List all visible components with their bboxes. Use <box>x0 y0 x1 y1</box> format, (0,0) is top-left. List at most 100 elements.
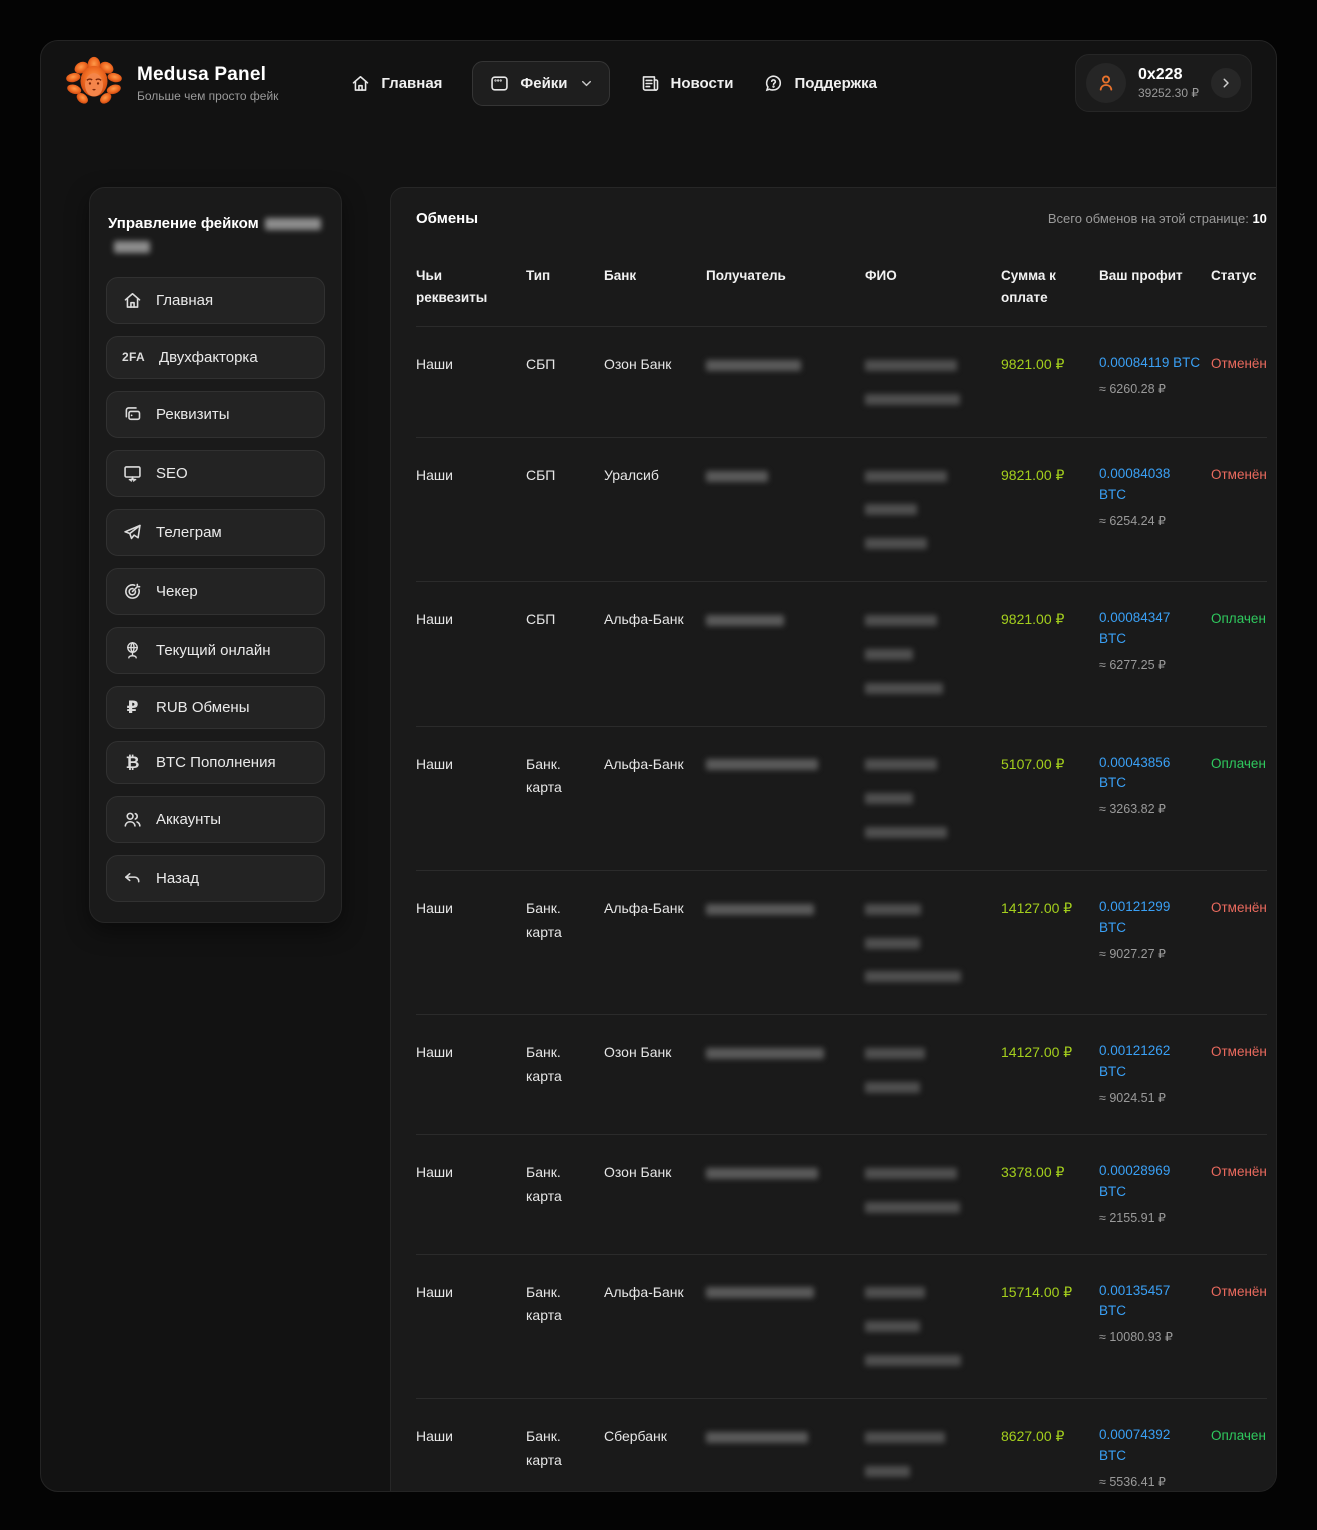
cell-bank: Альфа-Банк <box>604 611 684 628</box>
top-header: Medusa Panel Больше чем просто фейк Глав… <box>41 41 1276 125</box>
cell-bank: Озон Банк <box>604 356 672 373</box>
brand-logo[interactable]: Medusa Panel Больше чем просто фейк <box>65 56 278 110</box>
sidebar-title: Управление фейком <box>106 212 325 265</box>
nav-dropdown-fakes[interactable]: Фейки <box>472 60 610 106</box>
user-id: 0x228 <box>1137 66 1183 83</box>
sidebar-title-text: Управление фейком <box>108 215 259 232</box>
main-panel: Medusa Panel Больше чем просто фейк Глав… <box>40 40 1277 1492</box>
cell-status: Отменён <box>1211 356 1267 372</box>
sidebar-item-label: Телеграм <box>156 523 222 541</box>
blurred-text <box>865 1321 920 1333</box>
brand-text: Medusa Panel Больше чем просто фейк <box>137 64 278 103</box>
sidebar-item-rub-exchanges[interactable]: ₽ RUB Обмены <box>106 685 325 729</box>
cell-amount: 9821.00 ₽ <box>1001 466 1065 483</box>
blurred-text <box>865 504 917 516</box>
sidebar-item-accounts[interactable]: Аккаунты <box>106 795 325 843</box>
cell-amount: 14127.00 ₽ <box>1001 1044 1073 1061</box>
table-row: Наши СБП Альфа-Банк 9821.00 ₽ 0.00084347 BTC… <box>416 582 1267 727</box>
cell-owner: Наши <box>416 1283 453 1300</box>
2fa-icon: 2FA <box>122 350 145 364</box>
column-status: Статус <box>1211 268 1257 283</box>
cell-profit: 0.00121262 BTC ≈ 9024.51 ₽ <box>1099 1043 1171 1106</box>
app-title: Medusa Panel <box>137 63 267 85</box>
help-icon <box>766 74 782 91</box>
window-icon <box>491 75 509 91</box>
cell-profit: 0.00135457 BTC ≈ 10080.93 ₽ <box>1099 1282 1173 1345</box>
app-subtitle: Больше чем просто фейк <box>137 88 279 103</box>
account-expand-button[interactable] <box>1211 68 1241 98</box>
cell-type: Банк. карта <box>526 755 562 796</box>
sidebar-item-label: Текущий онлайн <box>156 641 271 659</box>
cell-type: СБП <box>526 356 556 373</box>
user-account-chip[interactable]: 0x228 39252.30 ₽ <box>1074 54 1252 112</box>
cell-status: Оплачен <box>1211 755 1266 771</box>
sidebar-item-btc-topups[interactable]: ₿ BTC Пополнения <box>106 740 325 784</box>
column-profit: Ваш профит <box>1099 268 1183 283</box>
blurred-text <box>865 1465 910 1477</box>
blurred-text <box>865 359 957 371</box>
cell-status: Оплачен <box>1211 611 1266 627</box>
cell-type: Банк. карта <box>526 1427 562 1468</box>
sidebar-item-label: Назад <box>156 869 199 887</box>
table-body: Наши СБП Озон Банк 9821.00 ₽ 0.00084119 BTC ≈… <box>416 327 1267 1491</box>
sidebar-item-label: Аккаунты <box>156 810 222 828</box>
sidebar-item-online[interactable]: Текущий онлайн <box>106 626 325 674</box>
cell-profit: 0.00084347 BTC ≈ 6277.25 ₽ <box>1099 610 1171 673</box>
cell-fio <box>865 897 991 988</box>
blurred-text <box>865 614 937 626</box>
cell-status: Отменён <box>1211 466 1267 482</box>
cell-fio <box>865 753 991 844</box>
cell-status: Оплачен <box>1211 1427 1266 1443</box>
blurred-text <box>865 826 947 838</box>
sidebar-item-seo[interactable]: SEO <box>106 449 325 497</box>
globe-icon <box>127 641 138 659</box>
sidebar-item-requisites[interactable]: Реквизиты <box>106 390 325 438</box>
sidebar-item-checker[interactable]: Чекер <box>106 567 325 615</box>
cell-type: Банк. карта <box>526 1044 562 1085</box>
blurred-text <box>706 614 784 626</box>
chevron-down-icon <box>581 80 591 86</box>
blurred-text <box>865 1081 920 1093</box>
nav-item-home[interactable]: Главная <box>350 73 442 94</box>
nav-item-news[interactable]: Новости <box>640 73 733 94</box>
ruble-icon: ₽ <box>126 697 139 717</box>
sidebar-item-2fa[interactable]: 2FA Двухфакторка <box>106 335 325 379</box>
sidebar-item-label: Двухфакторка <box>159 348 258 366</box>
cards-icon <box>125 406 141 420</box>
cell-status: Отменён <box>1211 1044 1267 1060</box>
blurred-text <box>865 648 913 660</box>
medusa-logo-icon <box>66 56 122 104</box>
sidebar-item-telegram[interactable]: Телеграм <box>106 508 325 556</box>
blurred-text <box>865 1201 960 1213</box>
blurred-text <box>865 937 920 949</box>
blurred-text <box>865 1431 945 1443</box>
cell-type: Банк. карта <box>526 899 562 940</box>
sidebar-item-home[interactable]: Главная <box>106 276 325 324</box>
cell-profit: 0.00074392 BTC ≈ 5536.41 ₽ <box>1099 1426 1171 1489</box>
blurred-text <box>865 1048 925 1060</box>
table-header: Чьи реквезиты Тип Банк Получатель ФИО Су… <box>416 265 1267 328</box>
cell-bank: Озон Банк <box>604 1163 672 1180</box>
cell-status: Отменён <box>1211 1163 1267 1179</box>
bitcoin-icon: ₿ <box>125 752 140 772</box>
cell-fio <box>865 1281 991 1372</box>
cell-fio <box>865 464 991 555</box>
blurred-text <box>865 682 943 694</box>
content-area: Управление фейком Главная 2FA Двухфактор… <box>41 127 1276 1491</box>
blurred-text <box>865 470 947 482</box>
cell-recipient <box>706 1281 855 1372</box>
cell-recipient <box>706 753 855 844</box>
table-row: Наши Банк. карта Озон Банк 3378.00 ₽ 0.00028… <box>416 1135 1267 1255</box>
blurred-text <box>706 470 768 482</box>
total-value: 10 <box>1252 211 1267 226</box>
blurred-text <box>114 241 150 254</box>
sidebar-item-back[interactable]: Назад <box>106 854 325 902</box>
nav-item-support[interactable]: Поддержка <box>763 73 877 94</box>
blurred-text <box>865 393 960 405</box>
cell-recipient <box>706 353 855 411</box>
telegram-icon <box>124 524 141 539</box>
column-owner: Чьи реквезиты <box>416 268 488 305</box>
table-row: Наши СБП Уралсиб 9821.00 ₽ 0.00084038 BTC ≈ 6… <box>416 438 1267 583</box>
table-row: Наши Банк. карта Альфа-Банк 15714.00 ₽ 0.001… <box>416 1255 1267 1399</box>
column-recipient: Получатель <box>706 268 786 283</box>
